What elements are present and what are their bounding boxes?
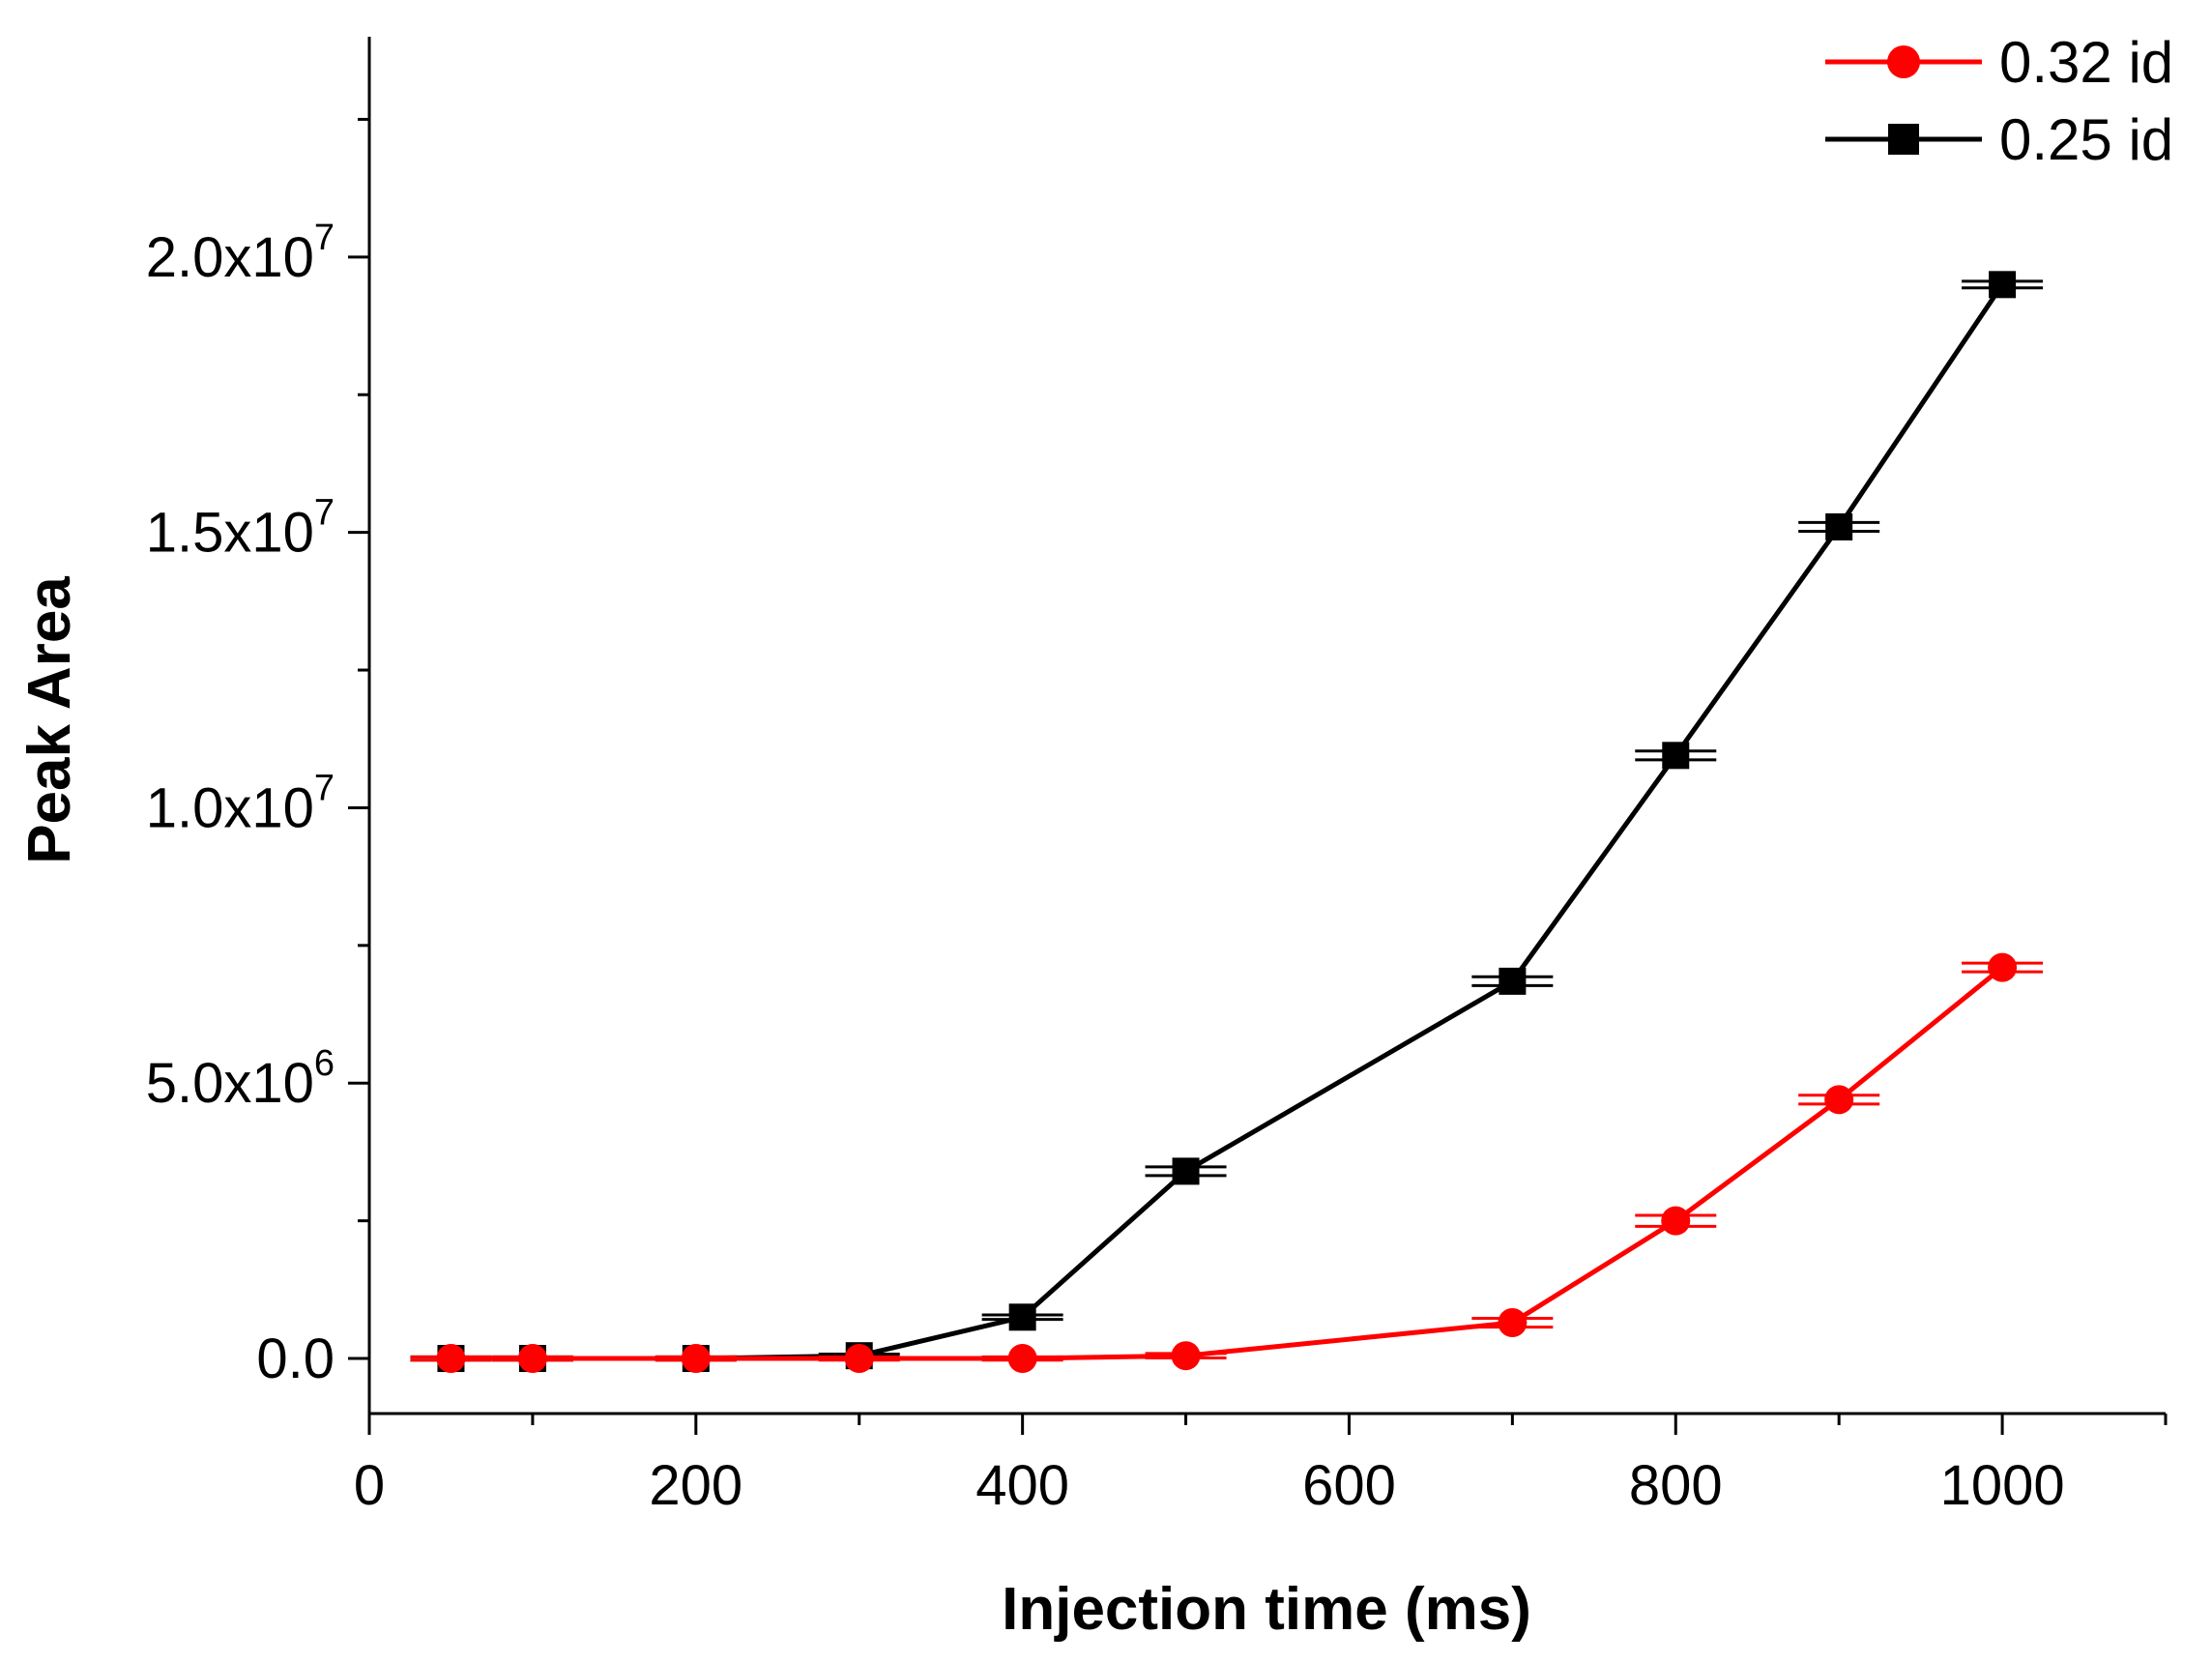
data-point — [1171, 1341, 1201, 1371]
x-axis-title: Injection time (ms) — [1002, 1576, 1531, 1643]
legend-label: 0.25 id — [1999, 107, 2173, 172]
series-line — [451, 282, 2005, 1361]
x-tick-label: 800 — [1629, 1454, 1723, 1517]
data-point — [1007, 1344, 1037, 1374]
y-tick-label: 0.0 — [256, 1327, 335, 1390]
data-point — [1824, 1085, 1854, 1115]
y-tick-label: 1.0x107 — [146, 768, 335, 839]
x-tick-label: 1000 — [1940, 1454, 2065, 1517]
data-point — [1172, 1157, 1200, 1185]
data-point — [1988, 952, 2018, 982]
series-0-25-id — [410, 271, 2044, 1373]
legend-marker — [1887, 45, 1920, 78]
data-point — [844, 1344, 874, 1374]
x-tick-label: 600 — [1302, 1454, 1396, 1517]
y-tick-label: 1.5x107 — [146, 493, 335, 565]
x-tick-label: 200 — [649, 1454, 742, 1517]
data-point — [1989, 271, 2017, 299]
data-point — [1662, 742, 1690, 770]
data-point — [1008, 1303, 1036, 1331]
data-point — [1498, 1308, 1528, 1338]
legend-label: 0.32 id — [1999, 30, 2173, 95]
series-0-32-id — [410, 952, 2044, 1374]
legend: 0.32 id 0.25 id — [1825, 30, 2173, 172]
x-tick-label: 0 — [354, 1454, 385, 1517]
y-axis-title: Peak Area — [16, 576, 83, 864]
y-tick-label: 5.0x106 — [146, 1043, 335, 1115]
data-point — [1499, 967, 1527, 995]
series-line — [451, 965, 2004, 1361]
y-tick-label: 2.0x107 — [146, 218, 335, 289]
data-point — [681, 1344, 711, 1374]
legend-item: 0.32 id — [1825, 30, 2173, 95]
series-layer — [410, 271, 2044, 1374]
legend-item: 0.25 id — [1825, 107, 2173, 172]
legend-marker — [1888, 124, 1919, 155]
data-point — [1825, 512, 1853, 540]
data-point — [1661, 1206, 1691, 1236]
x-tick-label: 400 — [975, 1454, 1069, 1517]
data-point — [436, 1344, 466, 1374]
data-point — [517, 1344, 547, 1374]
axes: 0 200 400 600 800 1000 0.0 5.0x106 1.0x107 1.5x10… — [146, 37, 2168, 1517]
